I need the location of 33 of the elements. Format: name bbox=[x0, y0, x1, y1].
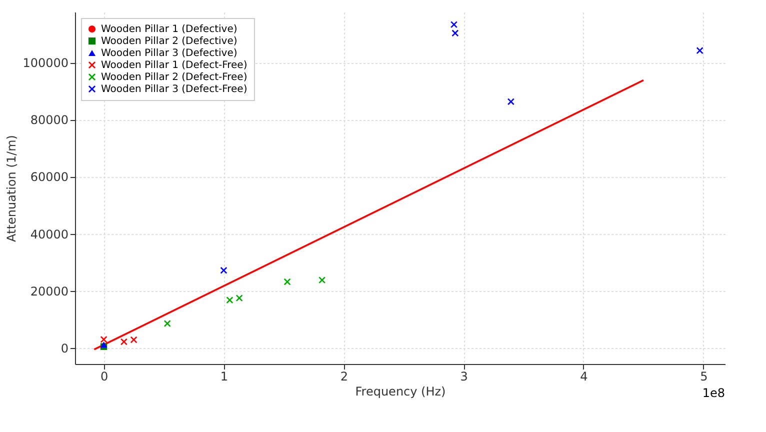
x-tick-label: 0 bbox=[100, 370, 108, 384]
point bbox=[508, 98, 514, 105]
legend-label: Wooden Pillar 3 (Defect-Free) bbox=[101, 84, 248, 95]
y-tick-label: 40000 bbox=[30, 227, 68, 242]
legend-label: Wooden Pillar 3 (Defective) bbox=[101, 48, 238, 59]
y-tick-label: 60000 bbox=[30, 170, 68, 184]
point bbox=[220, 267, 228, 274]
x-tick-label: 3 bbox=[460, 370, 468, 384]
x-tick-label: 5 bbox=[700, 370, 708, 384]
y-axis-title: Attenuation (1/m) bbox=[4, 135, 19, 242]
point bbox=[164, 320, 171, 327]
x-axis-title: Frequency (Hz) bbox=[355, 384, 446, 398]
x-tick-label: 1 bbox=[220, 370, 228, 384]
y-tick-label: 0 bbox=[60, 342, 68, 356]
legend-label: Wooden Pillar 1 (Defective) bbox=[101, 24, 238, 35]
text: 1e8 bbox=[702, 386, 725, 400]
point bbox=[450, 21, 458, 28]
point bbox=[100, 342, 108, 348]
point bbox=[120, 338, 128, 346]
y-tick-label: 100000 bbox=[22, 56, 68, 70]
x-tick-label: 4 bbox=[580, 370, 588, 384]
x-tick-label: 2 bbox=[340, 370, 348, 384]
point bbox=[452, 30, 459, 36]
point bbox=[236, 294, 243, 302]
y-tick-label: 20000 bbox=[30, 284, 68, 298]
legend-label: Wooden Pillar 2 (Defect-Free) bbox=[101, 72, 248, 83]
y-tick-label: 80000 bbox=[30, 113, 68, 128]
legend-label: Wooden Pillar 1 (Defect-Free) bbox=[101, 60, 248, 71]
legend-label: Wooden Pillar 2 (Defective) bbox=[101, 36, 238, 47]
point bbox=[100, 336, 108, 343]
point bbox=[226, 296, 234, 304]
point bbox=[318, 276, 326, 284]
point bbox=[696, 47, 704, 54]
